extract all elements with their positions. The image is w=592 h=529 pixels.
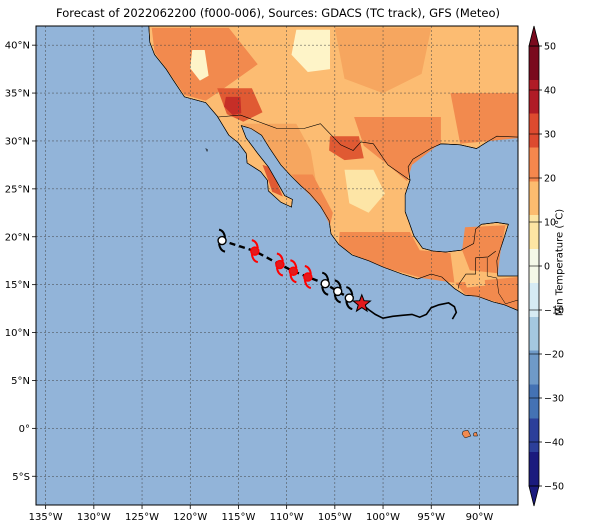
lat-tick-label: 0° bbox=[19, 424, 30, 435]
cyclone-arm-upper bbox=[304, 265, 312, 275]
cyclone-center bbox=[344, 293, 354, 303]
cyclone-symbol bbox=[344, 286, 354, 311]
cyclone-arm-upper bbox=[346, 286, 354, 296]
cyclone-symbol bbox=[275, 252, 285, 277]
land-zone-desert-extreme bbox=[224, 96, 242, 116]
cyclone-arm-upper bbox=[251, 239, 259, 249]
colorbar-max-arrow bbox=[528, 25, 540, 47]
colorbar-tick-label: 10 bbox=[544, 218, 556, 229]
graticule bbox=[36, 26, 518, 505]
cyclone-arm-lower bbox=[321, 286, 329, 296]
cyclone-arm-lower bbox=[289, 274, 297, 284]
cyclone-symbol bbox=[217, 228, 227, 253]
cyclone-symbol bbox=[288, 259, 299, 284]
cyclone-arm-lower bbox=[303, 279, 312, 289]
cyclone-symbol bbox=[250, 239, 260, 264]
cyclone-arm-upper bbox=[218, 228, 227, 238]
land-zone-texas-hot bbox=[354, 117, 441, 182]
cyclone-track bbox=[217, 228, 458, 320]
map-area[interactable] bbox=[36, 26, 518, 505]
cyclone-center bbox=[275, 259, 285, 270]
guadalupe-island bbox=[205, 148, 208, 153]
colorbar-tick-label: −40 bbox=[544, 438, 564, 449]
land-temperature-layer bbox=[148, 26, 518, 439]
lon-tick-label: 110°W bbox=[270, 512, 304, 523]
cyclone-arm-lower bbox=[275, 267, 284, 277]
colorbar-tick-label: 0 bbox=[544, 262, 550, 273]
lon-tick-label: 135°W bbox=[29, 512, 63, 523]
lat-tick-label: 40°N bbox=[5, 41, 30, 52]
galapagos-island bbox=[461, 430, 472, 439]
colorbar-min-arrow bbox=[528, 485, 540, 507]
map-frame bbox=[35, 25, 519, 506]
colorbar-tick-label: −30 bbox=[544, 394, 564, 405]
us-mexico-border bbox=[218, 114, 411, 181]
lon-tick-label: 130°W bbox=[77, 512, 111, 523]
cyclone-arm-lower bbox=[333, 294, 342, 304]
lon-tick-label: 105°W bbox=[318, 512, 352, 523]
cyclone-arm-upper bbox=[334, 279, 342, 289]
land-zone-plains bbox=[334, 27, 432, 94]
colorbar-ticks: 50 40 30 20 10 0 −10 −20 −30 −40 −50 bbox=[529, 42, 564, 493]
coastline bbox=[148, 26, 518, 311]
lon-tick-label: 90°W bbox=[466, 512, 494, 523]
lon-tick-label: 120°W bbox=[173, 512, 207, 523]
colorbar-tick-label: 50 bbox=[544, 42, 556, 53]
lon-tick-label: 125°W bbox=[125, 512, 159, 523]
cyclone-arm-upper bbox=[276, 252, 284, 262]
cyclone-arm-lower bbox=[345, 300, 353, 311]
current-position-star bbox=[351, 293, 372, 313]
colorbar-tick-label: −10 bbox=[544, 306, 564, 317]
cyclone-symbol bbox=[320, 271, 330, 296]
lat-tick-label: 5°N bbox=[11, 376, 30, 387]
land-zone-yucatan bbox=[462, 225, 506, 274]
cyclone-center bbox=[303, 272, 313, 282]
cyclone-arm-upper bbox=[290, 259, 298, 269]
map-axes: 135°W 130°W 125°W 120°W 115°W 110°W 105°W 100°W… bbox=[5, 41, 494, 523]
colorbar-tick-label: 30 bbox=[544, 130, 556, 141]
colorbar-tick-label: 40 bbox=[544, 86, 556, 97]
land-zone-sonora-hot bbox=[233, 123, 316, 186]
cyclone-center bbox=[217, 235, 227, 246]
colorbar-tick-label: −20 bbox=[544, 350, 564, 361]
cyclone-center bbox=[333, 286, 343, 297]
land-zone-gulf-east bbox=[450, 93, 518, 144]
lat-tick-label: 10°N bbox=[5, 328, 30, 339]
cyclone-arm-lower bbox=[250, 253, 259, 264]
lat-tick-label: 5°S bbox=[12, 472, 30, 483]
colorbar: 50 40 30 20 10 0 −10 −20 −30 −40 −50 bbox=[528, 25, 564, 507]
cyclone-arm-upper bbox=[321, 271, 330, 281]
lat-tick-label: 20°N bbox=[5, 232, 30, 243]
lat-tick-label: 35°N bbox=[5, 89, 30, 100]
lat-tick-label: 25°N bbox=[5, 184, 30, 195]
cyclone-center bbox=[320, 279, 330, 289]
cyclone-center bbox=[250, 246, 260, 256]
cyclone-arm-lower bbox=[218, 243, 226, 253]
land-zone-plateau-cool bbox=[344, 169, 385, 213]
colorbar-tick-label: 20 bbox=[544, 174, 556, 185]
past-track-line bbox=[361, 302, 458, 320]
map-title: Forecast of 2022062200 (f000-006), Sourc… bbox=[56, 6, 500, 20]
lon-tick-label: 100°W bbox=[366, 512, 400, 523]
colorbar-label: Min Temperature (°C) bbox=[554, 208, 566, 317]
land-zone-baja-hot bbox=[262, 164, 283, 197]
central-america-borders bbox=[486, 257, 518, 305]
lat-tick-label: 15°N bbox=[5, 280, 30, 291]
cyclone-symbol bbox=[333, 279, 343, 304]
lon-tick-label: 115°W bbox=[221, 512, 255, 523]
land-zone-sierra-cold bbox=[190, 50, 209, 81]
mexico-guatemala-border bbox=[457, 250, 496, 289]
land-zone-mountains-cold bbox=[291, 29, 330, 72]
galapagos-island-east bbox=[473, 431, 478, 437]
colorbar-tick-label: −50 bbox=[544, 482, 564, 493]
land-zone-south-mexico bbox=[338, 232, 455, 283]
lat-tick-label: 30°N bbox=[5, 136, 30, 147]
lon-tick-label: 95°W bbox=[417, 512, 445, 523]
cyclone-symbol bbox=[303, 265, 313, 289]
cyclone-center bbox=[288, 266, 299, 276]
